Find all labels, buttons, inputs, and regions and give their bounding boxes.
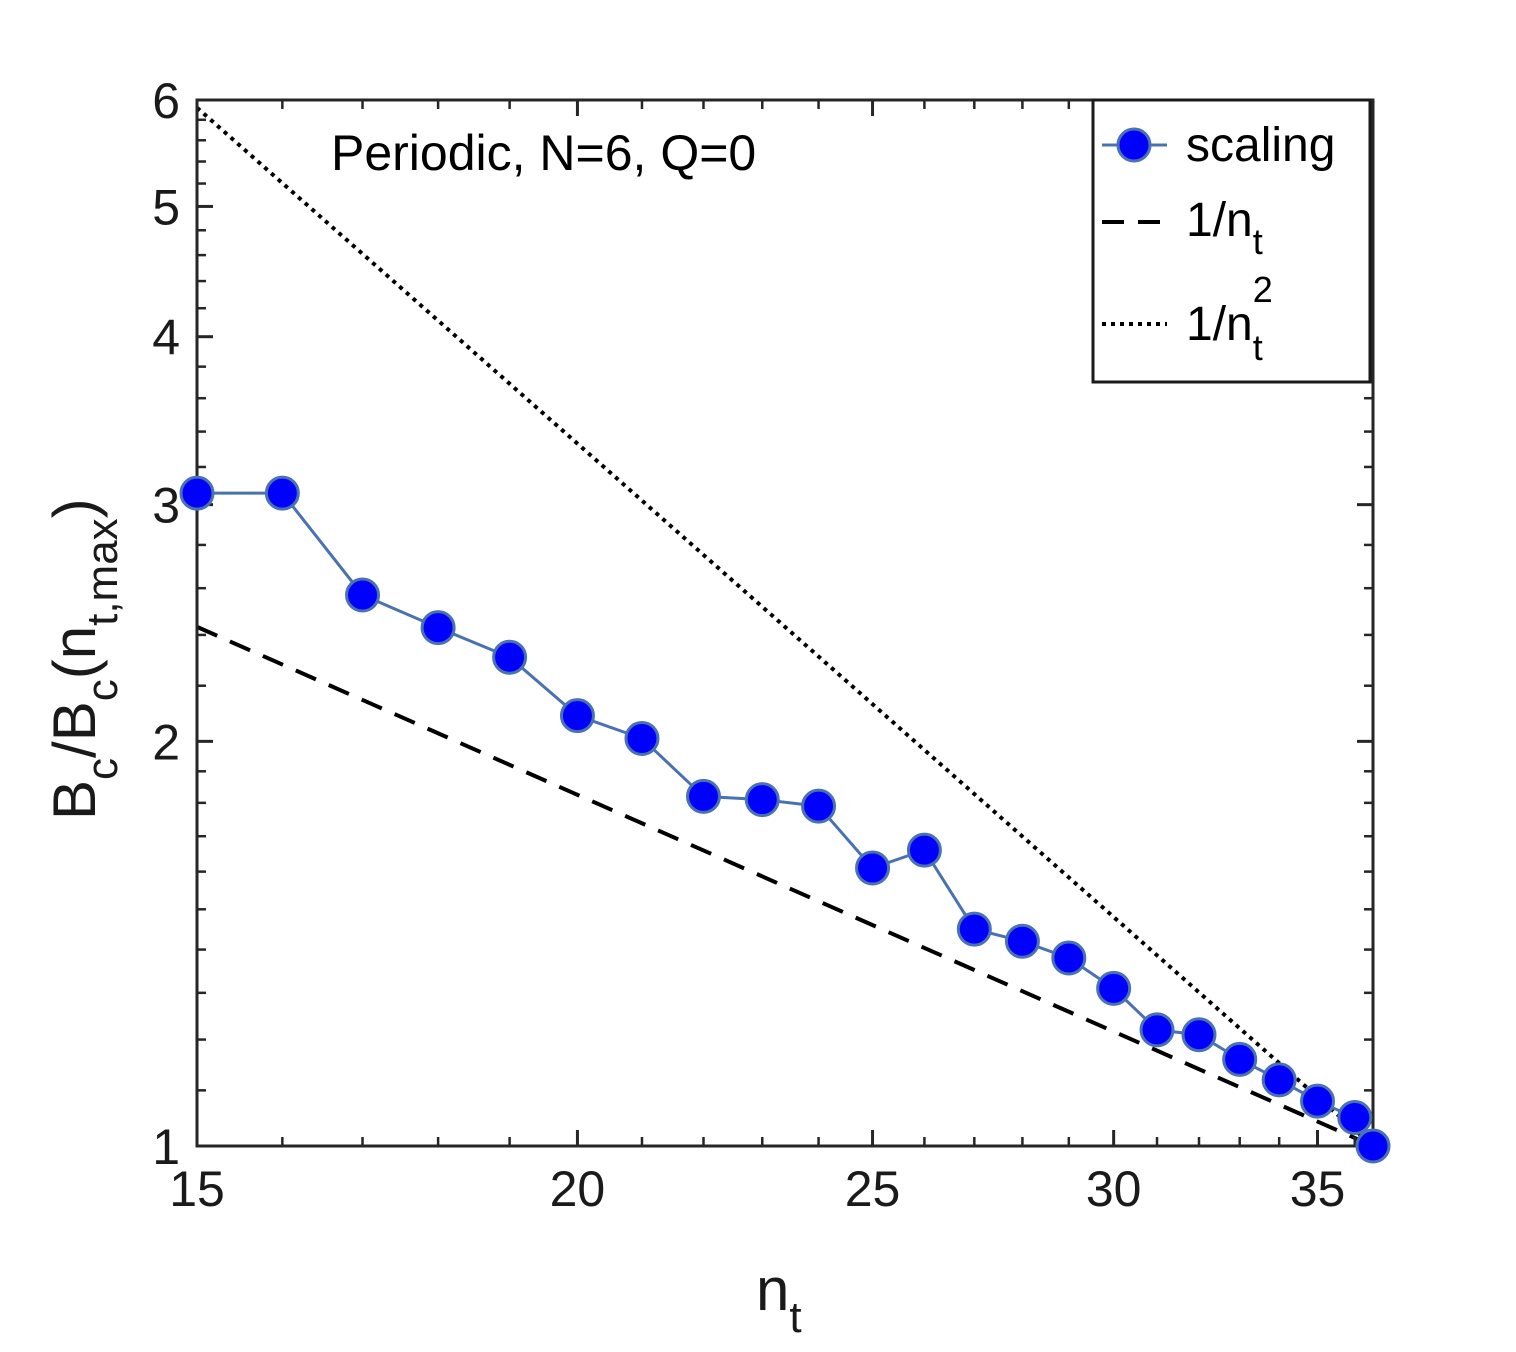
data-point: [624, 720, 660, 756]
y-axis-title-part: ): [41, 498, 108, 518]
plot-frame: [195, 98, 1375, 1148]
series-2-reference-line: [195, 106, 1375, 1148]
y-axis-title-group: Bc/Bc(nt,max): [41, 498, 127, 820]
legend-label-scaling: scaling: [1186, 119, 1335, 172]
data-point: [956, 911, 992, 947]
data-point: [1051, 940, 1087, 976]
data-point: [559, 698, 595, 734]
data-point: [906, 832, 942, 868]
y-tick-label: 3: [152, 478, 180, 534]
chart-annotation: Periodic, N=6, Q=0: [331, 125, 756, 181]
legend-entry-inverse: 1/nt: [1102, 194, 1263, 262]
data-point: [801, 788, 837, 824]
data-point: [1096, 970, 1132, 1006]
data-point: [1004, 923, 1040, 959]
y-axis-title: Bc/Bc(nt,max): [41, 498, 127, 820]
data-point: [1300, 1083, 1336, 1119]
data-point: [492, 639, 528, 675]
data-point: [744, 782, 780, 818]
y-tick-label: 1: [152, 1119, 180, 1175]
x-tick-label: 20: [550, 1161, 606, 1217]
y-tick-label: 4: [152, 310, 180, 366]
y-axis-title-part: c: [78, 758, 127, 780]
data-point: [1355, 1128, 1391, 1164]
x-axis-title: nt: [756, 1256, 802, 1342]
legend-label-inverse-square: 1/n2 t: [1186, 269, 1273, 368]
data-point: [1337, 1100, 1373, 1136]
x-tick-label: 15: [169, 1161, 225, 1217]
data-point: [1139, 1012, 1175, 1048]
x-axis-title-sub: t: [789, 1293, 801, 1342]
y-tick-label: 5: [152, 179, 180, 235]
markers-layer: [179, 475, 1391, 1164]
x-tick-label: 25: [845, 1161, 901, 1217]
y-axis-title-part: /B: [41, 701, 108, 758]
y-axis-title-part: B: [41, 780, 108, 820]
legend-label-inverse: 1/nt: [1186, 194, 1263, 262]
legend-entry-inverse-square: 1/n2 t: [1102, 269, 1273, 368]
x-axis-title-main: n: [756, 1256, 789, 1323]
x-tick-label: 30: [1086, 1161, 1142, 1217]
legend: scaling 1/nt 1/n2 t: [1091, 98, 1372, 384]
legend-swatch-scaling-marker: [1116, 127, 1152, 163]
y-tick-label: 6: [152, 73, 180, 129]
data-point: [345, 577, 381, 613]
data-point: [264, 475, 300, 511]
legend-label-inverse-square-sub: t: [1253, 327, 1263, 368]
y-axis-title-part: c: [78, 679, 127, 701]
data-point: [1181, 1017, 1217, 1053]
data-point: [420, 610, 456, 646]
data-point: [1222, 1041, 1258, 1077]
legend-entry-scaling: scaling: [1102, 119, 1335, 172]
legend-label-inverse-square-sup: 2: [1253, 269, 1273, 310]
legend-label-inverse-main: 1/n: [1186, 194, 1253, 247]
data-point: [1261, 1062, 1297, 1098]
y-axis-title-part: (n: [41, 626, 108, 679]
legend-label-inverse-sub: t: [1253, 221, 1263, 262]
y-tick-label: 2: [152, 714, 180, 770]
data-point: [685, 778, 721, 814]
legend-label-inverse-square-main: 1/n: [1186, 298, 1253, 351]
y-axis-title-part: t,max: [78, 518, 127, 626]
x-tick-label: 35: [1290, 1161, 1346, 1217]
data-point: [179, 475, 215, 511]
data-point: [855, 850, 891, 886]
